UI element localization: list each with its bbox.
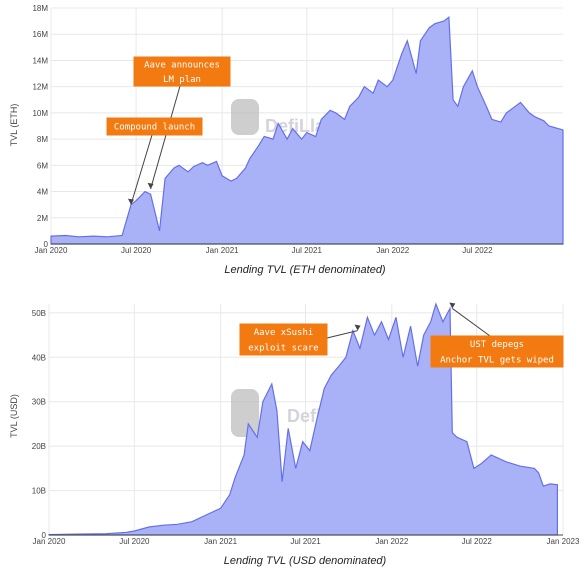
y-tick-label: 8M	[37, 135, 48, 144]
x-tick-label: Jan 2020	[35, 246, 68, 255]
usd-tvl-annotations: Aave xSushi exploit scare UST depegs Anchor…	[239, 302, 564, 368]
annotation-arrow	[326, 330, 358, 339]
y-tick-label: 0	[42, 531, 47, 540]
eth-tvl-annotations: Aave announces LM plan Compound launch	[106, 56, 231, 205]
y-tick-label: 16M	[32, 30, 48, 39]
annotation: Aave announces LM plan	[133, 56, 231, 190]
eth-tvl-x-tick-labels: Jan 2020 Jul 2020 Jan 2021 Jul 2021 Jan 2022…	[35, 246, 494, 255]
annotation: UST depegs Anchor TVL gets wiped	[430, 302, 564, 368]
annotation-arrow	[452, 308, 491, 337]
usd-tvl-area-series	[48, 302, 558, 536]
y-tick-label: 10M	[32, 109, 48, 118]
annotation-arrowhead	[127, 198, 134, 205]
usd-tvl-y-tick-labels: 0 10B 20B 30B 40B 50B	[32, 309, 47, 540]
x-tick-label: Jan 2021	[204, 537, 237, 546]
y-tick-label: 20B	[32, 442, 46, 451]
annotation-box	[106, 117, 203, 136]
y-tick-label: 18M	[32, 4, 48, 13]
llama-logo-icon	[231, 99, 259, 135]
eth-tvl-chart: 0 2M 4M 6M 8M 10M 12M 14M 16M 18M Jan 2020 Jul 202…	[9, 4, 564, 276]
x-tick-label: Jul 2022	[462, 537, 493, 546]
y-tick-label: 12M	[32, 83, 48, 92]
annotation-arrowhead	[449, 302, 456, 309]
y-tick-label: 14M	[32, 56, 48, 65]
x-tick-label: Jan 2021	[206, 246, 239, 255]
annotation: Aave xSushi exploit scare	[239, 323, 361, 356]
annotation-arrowhead	[147, 182, 154, 189]
eth-tvl-caption: Lending TVL (ETH denominated)	[224, 264, 386, 276]
y-tick-label: 30B	[32, 398, 46, 407]
x-tick-label: Jul 2020	[121, 246, 152, 255]
annotation-text: LM plan	[163, 75, 201, 85]
annotation-arrow	[130, 134, 153, 205]
annotation-text: exploit scare	[248, 343, 318, 353]
x-tick-label: Jan 2022	[375, 537, 408, 546]
annotation-text: UST depegs	[470, 340, 524, 350]
annotation-text: Compound launch	[114, 123, 195, 133]
llama-logo-icon	[231, 389, 259, 437]
y-tick-label: 6M	[37, 161, 48, 170]
usd-tvl-caption: Lending TVL (USD denominated)	[224, 555, 387, 567]
annotation-box	[133, 56, 231, 87]
usd-tvl-x-tick-labels: Jan 2020 Jul 2020 Jan 2021 Jul 2021 Jan 2022…	[33, 537, 580, 546]
y-tick-label: 40B	[32, 353, 46, 362]
y-tick-label: 10B	[32, 487, 46, 496]
annotation: Compound launch	[106, 117, 203, 205]
annotation-box	[239, 323, 328, 356]
y-tick-label: 50B	[32, 309, 46, 318]
annotation-text: Anchor TVL gets wiped	[440, 355, 554, 365]
y-tick-label: 4M	[37, 188, 48, 197]
eth-tvl-area-series	[50, 16, 564, 245]
annotation-box	[430, 335, 564, 368]
annotation-text: Aave announces	[144, 60, 220, 70]
eth-tvl-y-axis-label: TVL (ETH)	[9, 104, 19, 147]
x-tick-label: Jul 2020	[119, 537, 150, 546]
annotation-arrowhead	[354, 324, 361, 331]
x-tick-label: Jul 2022	[462, 246, 493, 255]
usd-tvl-y-axis-label: TVL (USD)	[9, 394, 19, 438]
x-tick-label: Jul 2021	[290, 537, 321, 546]
annotation-text: Aave xSushi	[254, 328, 314, 338]
y-tick-label: 2M	[37, 214, 48, 223]
x-tick-label: Jan 2020	[33, 537, 66, 546]
annotation-arrow	[150, 85, 181, 190]
x-tick-label: Jul 2021	[292, 246, 323, 255]
x-tick-label: Jan 2022	[376, 246, 409, 255]
y-tick-label: 0	[44, 240, 49, 249]
x-tick-label: Jan 2023	[547, 537, 580, 546]
eth-tvl-y-tick-labels: 0 2M 4M 6M 8M 10M 12M 14M 16M 18M	[32, 4, 48, 249]
